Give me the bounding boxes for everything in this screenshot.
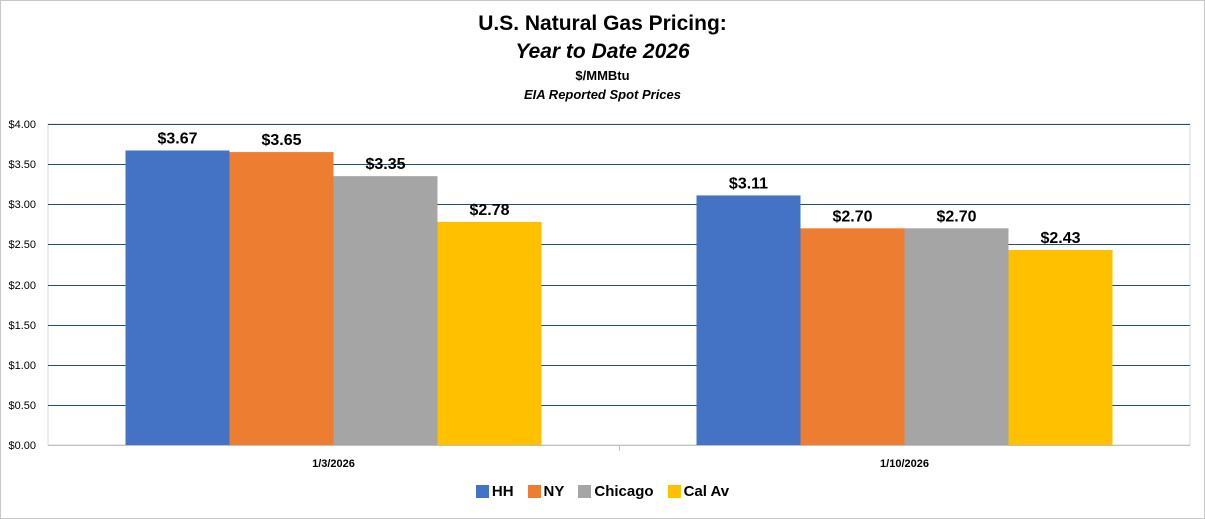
y-tick-label: $1.50 xyxy=(8,320,36,332)
data-label: $2.78 xyxy=(469,202,509,219)
bar-chicago xyxy=(333,176,438,445)
legend-label: Chicago xyxy=(594,483,654,500)
y-tick-label: $0.50 xyxy=(8,400,36,412)
bar-ny xyxy=(800,228,905,445)
y-tick-label: $3.00 xyxy=(8,199,36,211)
data-label: $3.11 xyxy=(729,175,768,192)
y-tick-label: $0.00 xyxy=(8,440,36,452)
bar-ny xyxy=(229,152,334,445)
title-block: U.S. Natural Gas Pricing: Year to Date 2… xyxy=(0,10,1205,104)
legend-label: NY xyxy=(543,483,565,500)
legend-item: Chicago xyxy=(578,483,654,500)
x-tick-label: 1/10/2026 xyxy=(880,458,929,470)
unit-label: $/MMBtu xyxy=(575,68,630,83)
legend-swatch xyxy=(667,485,681,498)
legend-swatch xyxy=(475,485,489,498)
data-label: $2.70 xyxy=(936,208,976,225)
bar-chicago xyxy=(904,228,1009,445)
data-label: $2.70 xyxy=(832,208,872,225)
legend-label: HH xyxy=(491,483,514,500)
legend: HH NY Chicago Cal Av xyxy=(0,483,1205,500)
data-label: $2.43 xyxy=(1040,230,1080,247)
chart-subtitle: Year to Date 2026 xyxy=(515,40,690,63)
y-tick-label: $4.00 xyxy=(8,119,36,131)
legend-swatch xyxy=(578,485,592,498)
source-label: EIA Reported Spot Prices xyxy=(524,87,681,102)
bar-hh xyxy=(125,150,230,446)
data-label: $3.67 xyxy=(157,130,197,147)
legend-item: HH xyxy=(475,483,514,500)
bar-cal-av xyxy=(437,221,542,445)
bar-hh xyxy=(696,195,801,445)
y-tick-label: $2.00 xyxy=(8,280,36,292)
legend-item: Cal Av xyxy=(667,483,730,500)
data-label: $3.35 xyxy=(365,156,405,173)
legend-label: Cal Av xyxy=(683,483,730,500)
y-tick-label: $3.50 xyxy=(8,159,36,171)
y-tick-label: $2.50 xyxy=(8,239,36,251)
legend-swatch xyxy=(527,485,541,498)
y-tick-label: $1.00 xyxy=(8,360,36,372)
bar-cal-av xyxy=(1008,249,1113,445)
data-label: $3.65 xyxy=(261,132,301,149)
chart-title: U.S. Natural Gas Pricing: xyxy=(478,12,727,35)
x-tick-label: 1/3/2026 xyxy=(312,458,355,470)
legend-item: NY xyxy=(527,483,565,500)
